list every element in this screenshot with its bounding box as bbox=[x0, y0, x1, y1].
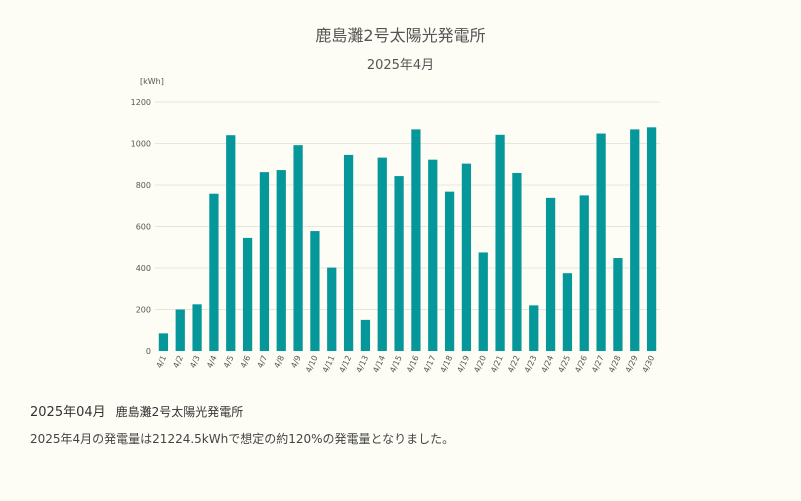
x-tick-label: 4/5 bbox=[222, 354, 236, 369]
bar bbox=[394, 176, 404, 351]
x-axis-ticks: 4/1 4/2 4/3 4/4 4/5 4/6 4/7 4/8 4/9 4/10 4/11 4/12 4… bbox=[155, 354, 657, 374]
bars bbox=[158, 127, 657, 351]
x-tick-label: 4/26 bbox=[573, 354, 589, 374]
x-tick-label: 4/20 bbox=[472, 354, 488, 374]
bar bbox=[242, 237, 253, 351]
summary-heading: 2025年04月 鹿島灘2号太陽光発電所 bbox=[30, 401, 243, 420]
summary-text: 2025年4月の発電量は21224.5kWhで想定の約120%の発電量となりまし… bbox=[30, 432, 455, 446]
bar bbox=[192, 304, 202, 351]
bar bbox=[293, 145, 303, 351]
summary-month: 2025年04月 bbox=[30, 405, 106, 420]
bar bbox=[226, 135, 236, 351]
x-tick-label: 4/16 bbox=[405, 354, 421, 374]
bar bbox=[495, 134, 505, 351]
x-tick-label: 4/6 bbox=[239, 354, 253, 369]
x-tick-label: 4/24 bbox=[540, 354, 556, 374]
x-tick-label: 4/30 bbox=[641, 354, 657, 374]
summary-station: 鹿島灘2号太陽光発電所 bbox=[115, 405, 244, 419]
bar bbox=[444, 191, 455, 351]
x-tick-label: 4/13 bbox=[354, 354, 370, 374]
x-tick-label: 4/27 bbox=[590, 354, 606, 374]
x-tick-label: 4/7 bbox=[256, 354, 270, 369]
x-tick-label: 4/18 bbox=[439, 354, 455, 374]
x-tick-label: 4/3 bbox=[188, 354, 202, 369]
bar bbox=[158, 333, 169, 351]
y-tick-label: 200 bbox=[136, 306, 151, 315]
y-tick-label: 1200 bbox=[131, 98, 151, 107]
bar bbox=[512, 172, 522, 351]
x-tick-label: 4/29 bbox=[624, 354, 640, 374]
x-tick-label: 4/21 bbox=[489, 354, 505, 374]
chart-title: 鹿島灘2号太陽光発電所 bbox=[315, 26, 486, 45]
bar bbox=[478, 252, 488, 351]
bar bbox=[327, 267, 337, 351]
bar bbox=[545, 197, 556, 351]
x-tick-label: 4/25 bbox=[556, 354, 572, 374]
bar bbox=[596, 133, 606, 351]
x-tick-label: 4/2 bbox=[171, 354, 185, 369]
x-tick-label: 4/8 bbox=[272, 354, 286, 369]
x-tick-label: 4/4 bbox=[205, 354, 219, 369]
bar bbox=[360, 319, 371, 351]
y-tick-label: 400 bbox=[136, 264, 151, 273]
y-axis-ticks: 0 200 400 600 800 1000 1200 bbox=[131, 98, 151, 356]
x-tick-label: 4/14 bbox=[371, 354, 387, 374]
y-tick-label: 0 bbox=[146, 347, 151, 356]
bar bbox=[411, 129, 421, 351]
bar bbox=[428, 159, 438, 351]
bar-chart: 0 200 400 600 800 1000 1200 [kWh] 4/1 4/2 4/3 4/4… bbox=[131, 77, 660, 374]
y-tick-label: 800 bbox=[136, 181, 151, 190]
bar bbox=[630, 129, 640, 351]
x-tick-label: 4/23 bbox=[523, 354, 539, 374]
x-tick-label: 4/22 bbox=[506, 354, 522, 374]
x-tick-label: 4/12 bbox=[338, 354, 354, 374]
bar bbox=[343, 154, 354, 351]
bar bbox=[259, 172, 270, 351]
x-tick-label: 4/28 bbox=[607, 354, 623, 374]
y-tick-label: 1000 bbox=[131, 140, 151, 149]
x-tick-label: 4/15 bbox=[388, 354, 404, 374]
x-tick-label: 4/19 bbox=[455, 354, 471, 374]
x-tick-label: 4/1 bbox=[155, 354, 169, 369]
chart-subtitle: 2025年4月 bbox=[366, 58, 435, 73]
bar bbox=[175, 309, 185, 351]
bar bbox=[562, 273, 573, 351]
bar bbox=[613, 258, 623, 351]
y-axis-label: [kWh] bbox=[140, 77, 164, 86]
y-tick-label: 600 bbox=[136, 223, 151, 232]
bar bbox=[646, 127, 657, 351]
bar bbox=[529, 305, 539, 351]
bar bbox=[310, 231, 320, 351]
bar bbox=[579, 195, 589, 351]
x-tick-label: 4/17 bbox=[422, 354, 438, 374]
bar bbox=[209, 193, 219, 351]
x-tick-label: 4/9 bbox=[289, 354, 303, 369]
bar bbox=[276, 170, 286, 351]
bar bbox=[461, 163, 472, 351]
x-tick-label: 4/10 bbox=[304, 354, 320, 374]
grid-lines bbox=[155, 101, 660, 310]
bar bbox=[377, 157, 387, 351]
x-tick-label: 4/11 bbox=[321, 354, 337, 374]
